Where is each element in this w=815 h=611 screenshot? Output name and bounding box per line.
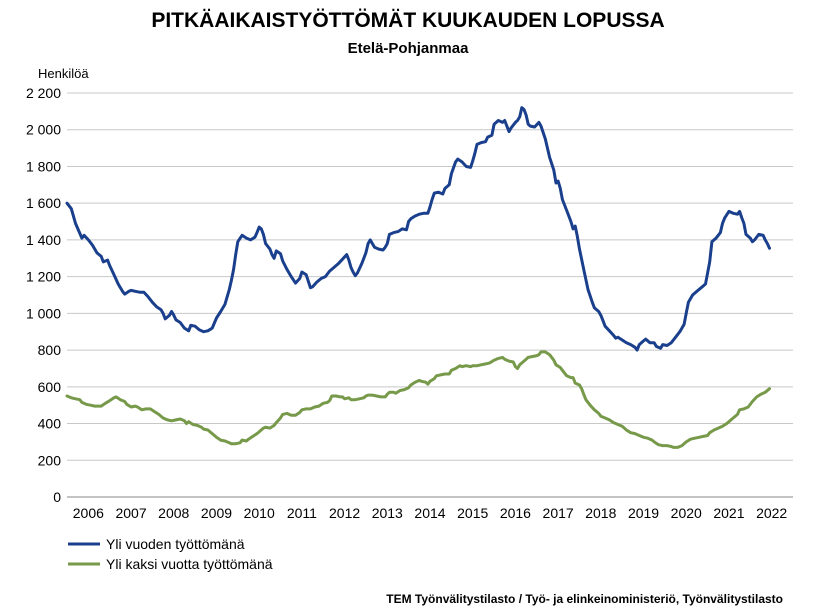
x-tick-label: 2021 xyxy=(713,505,744,521)
x-tick-label: 2015 xyxy=(457,505,488,521)
x-tick-label: 2011 xyxy=(287,505,317,521)
y-tick-label: 1 600 xyxy=(26,195,61,211)
x-tick-label: 2020 xyxy=(671,505,702,521)
source-note: TEM Työnvälitystilasto / Työ- ja elinkei… xyxy=(386,592,783,606)
y-tick-label: 1 000 xyxy=(26,305,61,321)
x-tick-label: 2022 xyxy=(756,505,787,521)
series-line-0 xyxy=(65,106,771,352)
series-line-1 xyxy=(65,350,771,449)
legend-label-yli-kaksi-vuotta: Yli kaksi vuotta työttömänä xyxy=(106,556,273,572)
y-tick-label: 1 800 xyxy=(26,158,61,174)
y-tick-label: 2 000 xyxy=(26,122,61,138)
y-axis-ticks: 0 200 400 600 800 1 000 1 200 1 400 1 600 1 800 2 … xyxy=(26,85,61,505)
legend: Yli vuoden työttömänä Yli kaksi vuotta t… xyxy=(68,536,273,572)
x-tick-label: 2007 xyxy=(115,505,146,521)
y-tick-label: 1 200 xyxy=(26,269,61,285)
x-tick-label: 2018 xyxy=(585,505,616,521)
x-axis-ticks: 2006 2007 2008 2009 2010 2011 2012 2013 2014 2015… xyxy=(73,505,788,521)
y-tick-label: 1 400 xyxy=(26,232,61,248)
x-tick-label: 2013 xyxy=(372,505,403,521)
x-tick-label: 2010 xyxy=(244,505,275,521)
x-tick-label: 2019 xyxy=(628,505,659,521)
y-tick-label: 800 xyxy=(38,342,62,358)
x-tick-label: 2006 xyxy=(73,505,104,521)
y-axis-unit-label: Henkilöä xyxy=(38,66,89,81)
y-tick-label: 400 xyxy=(38,416,62,432)
chart-subtitle: Etelä-Pohjanmaa xyxy=(348,40,470,57)
series-lines xyxy=(65,106,771,449)
y-tick-label: 600 xyxy=(38,379,62,395)
x-tick-label: 2009 xyxy=(201,505,232,521)
x-tick-label: 2008 xyxy=(158,505,189,521)
gridlines xyxy=(67,92,793,498)
x-tick-label: 2017 xyxy=(543,505,574,521)
y-tick-label: 200 xyxy=(38,452,62,468)
x-tick-label: 2014 xyxy=(414,505,445,521)
legend-label-yli-vuoden: Yli vuoden työttömänä xyxy=(106,536,245,552)
x-tick-label: 2012 xyxy=(329,505,360,521)
y-tick-label: 2 200 xyxy=(26,85,61,101)
y-tick-label: 0 xyxy=(53,489,61,505)
x-tick-label: 2016 xyxy=(500,505,531,521)
chart-title: PITKÄAIKAISTYÖTTÖMÄT KUUKAUDEN LOPUSSA xyxy=(151,9,664,32)
